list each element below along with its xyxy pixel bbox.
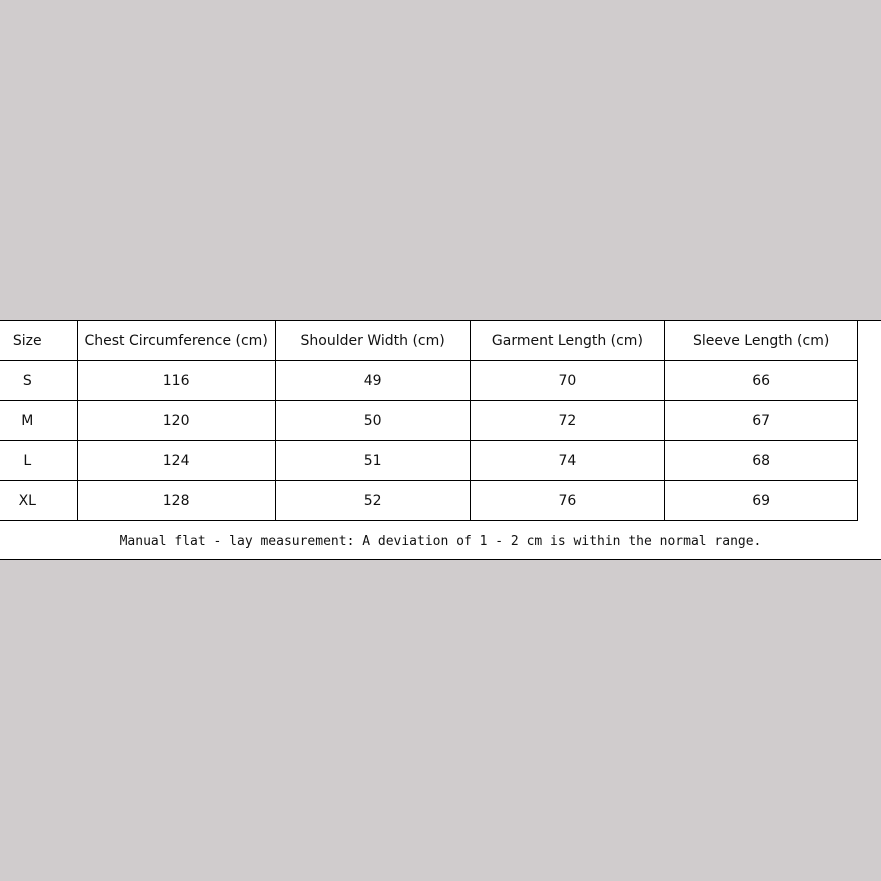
header-cell: Shoulder Width (cm) bbox=[274, 321, 471, 361]
table-cell: 69 bbox=[664, 480, 858, 521]
table-cell: 51 bbox=[274, 440, 471, 481]
table-row: L 124 51 74 68 bbox=[0, 440, 858, 481]
table-cell: 70 bbox=[469, 360, 666, 401]
header-row: Size Chest Circumference (cm) Shoulder W… bbox=[0, 321, 858, 361]
table-cell: 120 bbox=[76, 400, 276, 441]
table-cell: 67 bbox=[664, 400, 858, 441]
table-cell: L bbox=[0, 440, 78, 481]
table-row: M 120 50 72 67 bbox=[0, 400, 858, 441]
size-chart: Size Chest Circumference (cm) Shoulder W… bbox=[0, 320, 881, 560]
table-cell: 72 bbox=[469, 400, 666, 441]
size-table: Size Chest Circumference (cm) Shoulder W… bbox=[0, 321, 858, 521]
table-cell: 76 bbox=[469, 480, 666, 521]
table-cell: XL bbox=[0, 480, 78, 521]
table-cell: 124 bbox=[76, 440, 276, 481]
table-row: XL 128 52 76 69 bbox=[0, 480, 858, 521]
table-cell: 66 bbox=[664, 360, 858, 401]
table-cell: 50 bbox=[274, 400, 471, 441]
table-cell: 68 bbox=[664, 440, 858, 481]
table-row: S 116 49 70 66 bbox=[0, 360, 858, 401]
header-cell: Size bbox=[0, 321, 78, 361]
table-cell: 52 bbox=[274, 480, 471, 521]
table-cell: 49 bbox=[274, 360, 471, 401]
measurement-note: Manual flat - lay measurement: A deviati… bbox=[119, 534, 762, 549]
header-cell: Chest Circumference (cm) bbox=[76, 321, 276, 361]
header-cell: Sleeve Length (cm) bbox=[664, 321, 858, 361]
table-cell: 116 bbox=[76, 360, 276, 401]
table-cell: S bbox=[0, 360, 78, 401]
table-cell: M bbox=[0, 400, 78, 441]
table-cell: 128 bbox=[76, 480, 276, 521]
header-cell: Garment Length (cm) bbox=[469, 321, 666, 361]
table-cell: 74 bbox=[469, 440, 666, 481]
